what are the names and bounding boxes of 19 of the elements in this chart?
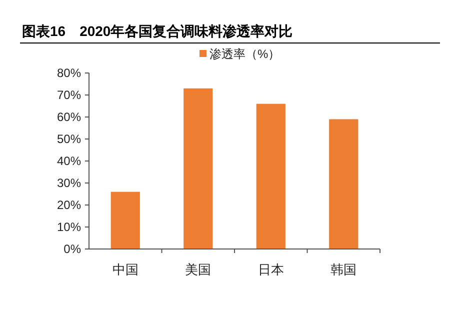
y-tick-label: 10% (56, 220, 82, 234)
y-tick-label: 0% (64, 242, 82, 256)
bar (256, 104, 286, 249)
bar (184, 88, 213, 249)
y-tick-label: 20% (56, 198, 82, 212)
y-tick-label: 80% (56, 66, 82, 80)
bar (110, 192, 140, 249)
y-tick-label: 70% (56, 88, 82, 102)
y-tick-label: 40% (56, 154, 82, 168)
y-tick-label: 30% (56, 176, 82, 190)
x-tick-label: 中国 (112, 262, 138, 277)
x-tick-label: 美国 (185, 262, 212, 277)
bar (329, 119, 358, 249)
legend: 渗透率（%） (200, 47, 280, 61)
x-tick-label: 韩国 (330, 262, 357, 277)
x-tick-label: 日本 (258, 262, 284, 277)
y-tick-label: 50% (56, 132, 82, 146)
chart-title: 图表16 2020年各国复合调味料渗透率对比 (22, 23, 293, 39)
y-tick-label: 60% (56, 110, 82, 124)
